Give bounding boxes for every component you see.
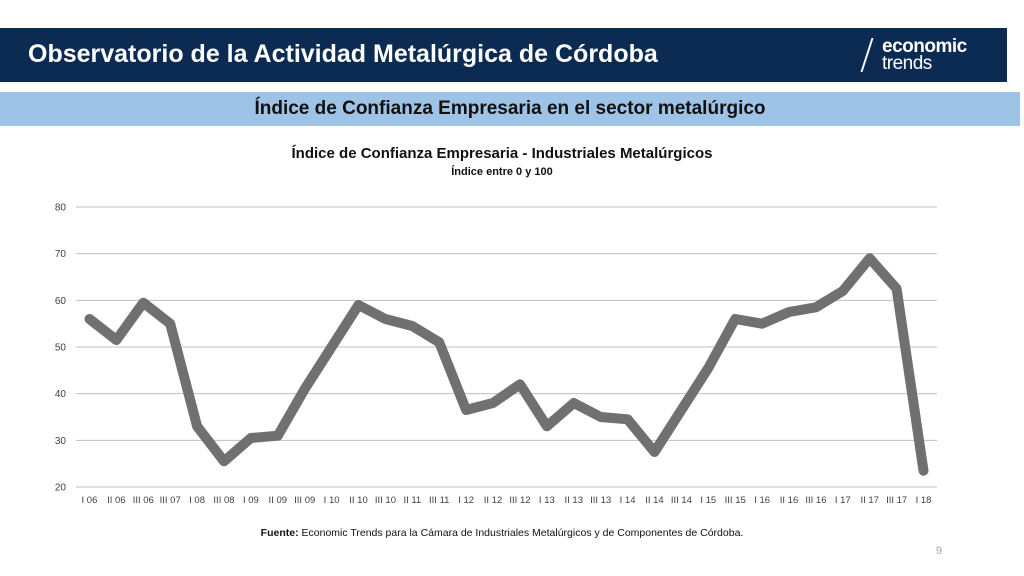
x-tick-label: III 08 [213, 495, 234, 506]
logo-word-economic: economic [882, 36, 967, 57]
series-line [84, 253, 929, 476]
line-chart: 20 30 40 50 60 70 80 I 06 II 06 III 06 III 07 I 08 I… [55, 203, 937, 506]
x-tick-label: II 12 [484, 495, 503, 506]
source-label: Fuente: [260, 527, 299, 539]
section-bar: Índice de Confianza Empresaria en el sec… [0, 92, 1020, 126]
x-tick-label: III 10 [375, 495, 396, 506]
page-title: Observatorio de la Actividad Metalúrgica… [28, 40, 658, 68]
x-tick-label: III 07 [160, 495, 181, 506]
x-tick-label: I 14 [620, 495, 636, 506]
x-tick-label: II 10 [349, 495, 368, 506]
y-tick-label: 60 [55, 296, 67, 307]
y-tick-label: 80 [55, 203, 67, 214]
y-tick-label: 30 [55, 436, 67, 447]
x-tick-label: I 13 [539, 495, 555, 506]
chart-subtitle: Índice entre 0 y 100 [451, 166, 553, 178]
x-tick-label: I 09 [243, 495, 259, 506]
chart-title: Índice de Confianza Empresaria - Industr… [291, 145, 713, 162]
x-tick-label: I 15 [700, 495, 716, 506]
x-tick-label: II 11 [403, 495, 421, 506]
page-number: 9 [936, 545, 943, 557]
x-tick-label: III 14 [671, 495, 692, 506]
y-tick-label: 70 [55, 249, 67, 260]
x-tick-label: II 16 [780, 495, 799, 506]
x-tick-label: III 09 [294, 495, 315, 506]
logo-word-trends: trends [882, 53, 932, 74]
y-tick-label: 40 [55, 389, 67, 400]
x-tick-label: I 08 [189, 495, 205, 506]
x-tick-label: II 06 [107, 495, 126, 506]
x-tick-label: III 13 [590, 495, 611, 506]
source-text: Economic Trends para la Cámara de Indust… [298, 527, 744, 539]
x-tick-label: III 17 [886, 495, 907, 506]
x-tick-label: III 12 [509, 495, 530, 506]
header-bar: Observatorio de la Actividad Metalúrgica… [0, 28, 1007, 82]
x-tick-label: II 14 [645, 495, 664, 506]
y-tick-label: 20 [55, 483, 67, 494]
y-tick-label: 50 [55, 343, 67, 354]
x-tick-label: I 18 [916, 495, 932, 506]
x-tick-label: III 06 [133, 495, 154, 506]
x-tick-label: I 17 [835, 495, 851, 506]
x-tick-label: II 09 [269, 495, 288, 506]
x-tick-label: II 17 [860, 495, 879, 506]
logo-slash [860, 38, 874, 72]
x-tick-label: II 13 [565, 495, 584, 506]
x-tick-label: I 16 [754, 495, 770, 506]
section-title: Índice de Confianza Empresaria en el sec… [254, 98, 766, 119]
x-tick-label: III 11 [429, 495, 449, 506]
x-tick-label: III 15 [725, 495, 746, 506]
economic-trends-logo: economic trends [860, 36, 1002, 76]
x-tick-label: III 16 [805, 495, 826, 506]
x-tick-label: I 10 [324, 495, 340, 506]
x-tick-label: I 06 [82, 495, 98, 506]
source-note: Fuente: Economic Trends para la Cámara d… [0, 527, 1004, 539]
x-tick-label: I 12 [458, 495, 474, 506]
